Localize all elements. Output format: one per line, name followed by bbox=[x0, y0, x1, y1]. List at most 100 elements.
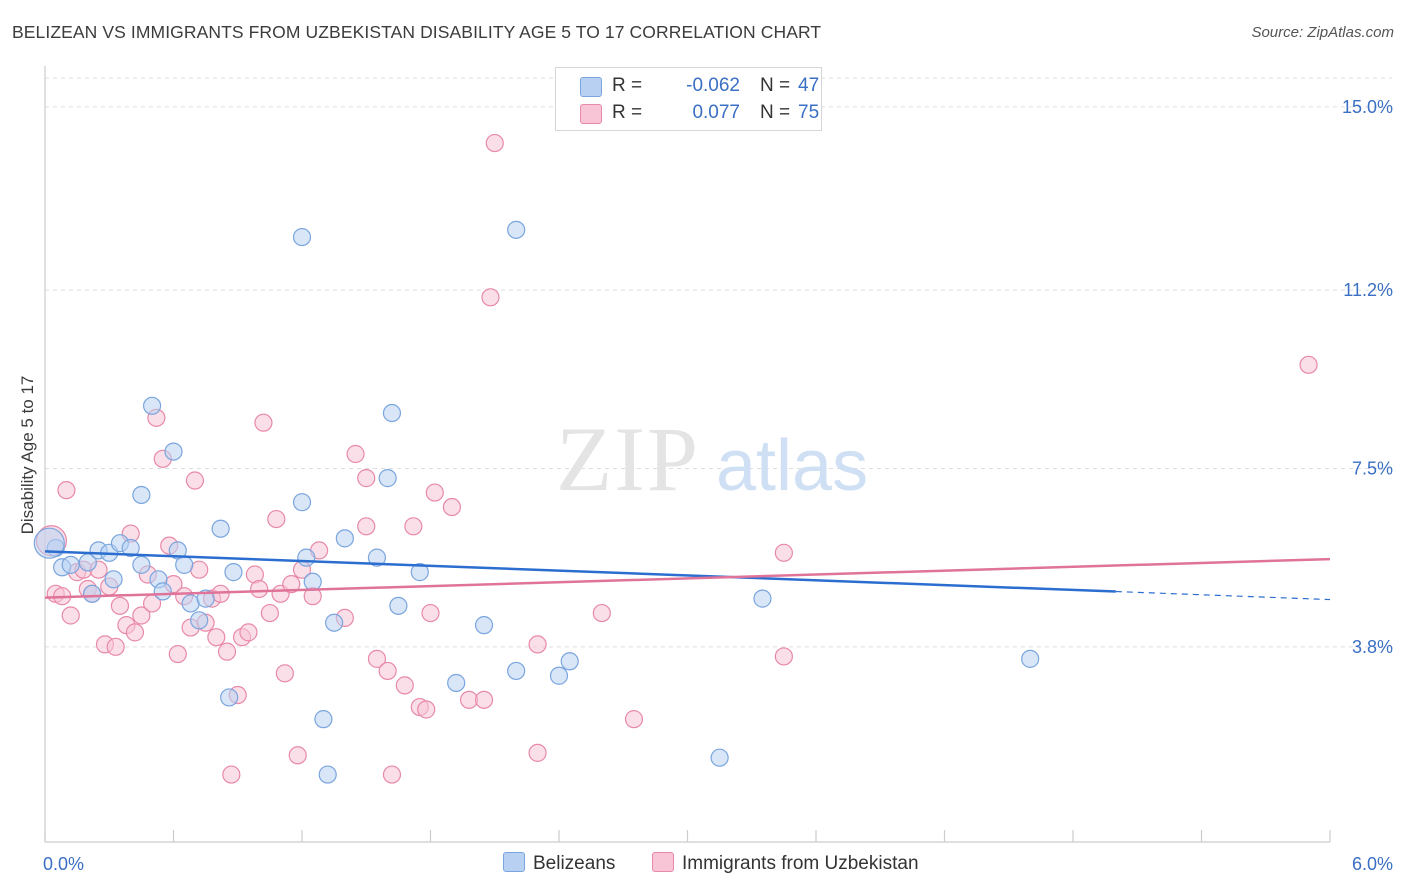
data-point bbox=[1021, 649, 1040, 668]
data-point bbox=[485, 133, 504, 153]
data-point bbox=[367, 649, 387, 668]
data-point bbox=[774, 543, 793, 562]
data-point bbox=[217, 642, 237, 661]
data-point bbox=[314, 710, 333, 729]
data-point bbox=[528, 743, 547, 762]
legend-n-value: 75 bbox=[798, 102, 820, 123]
data-point bbox=[292, 493, 312, 512]
data-point bbox=[222, 765, 241, 784]
y-tick-label: 11.2% bbox=[1343, 280, 1393, 300]
data-point bbox=[447, 673, 466, 693]
y-tick-labels: 3.8% 7.5% 11.2% 15.0% bbox=[1342, 97, 1393, 657]
data-point bbox=[185, 471, 205, 490]
legend-r-value: -0.062 bbox=[686, 75, 740, 96]
data-point bbox=[175, 555, 194, 574]
data-point bbox=[507, 220, 526, 239]
data-point bbox=[1299, 355, 1318, 374]
chart-title: BELIZEAN VS IMMIGRANTS FROM UZBEKISTAN D… bbox=[12, 22, 822, 42]
series-belizeans bbox=[33, 220, 1040, 784]
data-point bbox=[211, 519, 230, 538]
data-point bbox=[481, 288, 500, 307]
data-point bbox=[110, 596, 130, 615]
trend-line-uzbekistan bbox=[44, 557, 1331, 599]
data-point bbox=[528, 635, 547, 654]
data-point bbox=[104, 570, 123, 589]
data-point bbox=[224, 563, 243, 582]
data-point bbox=[753, 589, 772, 608]
data-point bbox=[425, 483, 444, 502]
data-point bbox=[282, 575, 301, 594]
data-point bbox=[710, 748, 729, 767]
x-tick-labels: 0.0% 6.0% bbox=[43, 854, 1393, 874]
data-point bbox=[181, 594, 200, 613]
legend-swatch-blue bbox=[580, 77, 602, 97]
trend-lines bbox=[44, 550, 1331, 601]
data-point bbox=[57, 481, 76, 500]
data-point bbox=[132, 485, 151, 505]
x-tick-label-min: 0.0% bbox=[43, 854, 84, 874]
data-point bbox=[275, 664, 294, 683]
data-point bbox=[125, 623, 145, 642]
data-point bbox=[190, 611, 209, 630]
bottom-legend-label: Belizeans bbox=[533, 853, 616, 874]
data-point bbox=[297, 548, 316, 567]
data-point bbox=[250, 579, 269, 599]
data-point bbox=[318, 765, 337, 784]
legend-r-label: R = bbox=[612, 75, 643, 96]
data-point bbox=[164, 442, 183, 461]
data-point bbox=[288, 746, 307, 765]
data-point bbox=[190, 560, 209, 579]
data-point bbox=[474, 616, 494, 635]
y-tick-label: 7.5% bbox=[1352, 458, 1393, 478]
data-point bbox=[254, 413, 273, 432]
gridlines bbox=[45, 77, 1392, 648]
bottom-legend-uzbekistan: Immigrants from Uzbekistan bbox=[652, 852, 919, 875]
data-point bbox=[335, 529, 354, 548]
y-tick-label: 3.8% bbox=[1352, 637, 1393, 657]
data-point bbox=[121, 538, 140, 558]
data-point bbox=[592, 603, 611, 623]
data-point bbox=[357, 469, 376, 488]
bottom-legend-label: Immigrants from Uzbekistan bbox=[682, 853, 919, 874]
data-point bbox=[346, 444, 365, 464]
data-point bbox=[220, 688, 239, 707]
watermark-atlas: atlas bbox=[716, 426, 868, 506]
data-point bbox=[560, 652, 579, 671]
data-point bbox=[83, 584, 102, 603]
data-point bbox=[442, 497, 462, 517]
data-point bbox=[404, 517, 423, 536]
data-point bbox=[207, 628, 226, 647]
data-point bbox=[106, 637, 125, 656]
legend-r-value: 0.077 bbox=[692, 102, 740, 123]
legend-n-label: N = bbox=[760, 75, 791, 96]
bottom-legend-belizeans: Belizeans bbox=[503, 852, 615, 875]
watermark-zip: ZIP bbox=[556, 408, 700, 510]
data-point bbox=[357, 517, 376, 536]
data-point bbox=[624, 710, 644, 729]
data-point bbox=[474, 690, 494, 709]
data-point bbox=[168, 644, 187, 664]
axes bbox=[44, 66, 1331, 843]
legend-r-label: R = bbox=[612, 102, 643, 123]
data-point bbox=[325, 613, 344, 632]
data-point bbox=[378, 661, 397, 681]
trend-line-belizeans bbox=[44, 550, 1116, 593]
data-point bbox=[421, 603, 440, 623]
data-point bbox=[61, 555, 80, 574]
data-point bbox=[267, 509, 286, 529]
stats-legend: R = -0.062 N = 47 R = 0.077 N = 75 bbox=[555, 67, 822, 131]
data-point bbox=[260, 603, 279, 623]
data-point bbox=[507, 661, 526, 681]
data-point bbox=[303, 572, 322, 591]
data-point bbox=[367, 548, 387, 567]
x-tick-label-max: 6.0% bbox=[1352, 854, 1393, 874]
data-point bbox=[153, 582, 172, 601]
data-point bbox=[395, 676, 414, 695]
legend-swatch-pink bbox=[580, 104, 602, 124]
trend-line-belizeans-extension bbox=[1115, 590, 1331, 601]
data-point bbox=[132, 606, 151, 625]
data-point bbox=[410, 563, 429, 582]
data-point bbox=[61, 606, 80, 625]
data-point bbox=[382, 403, 402, 423]
data-point bbox=[378, 469, 397, 488]
